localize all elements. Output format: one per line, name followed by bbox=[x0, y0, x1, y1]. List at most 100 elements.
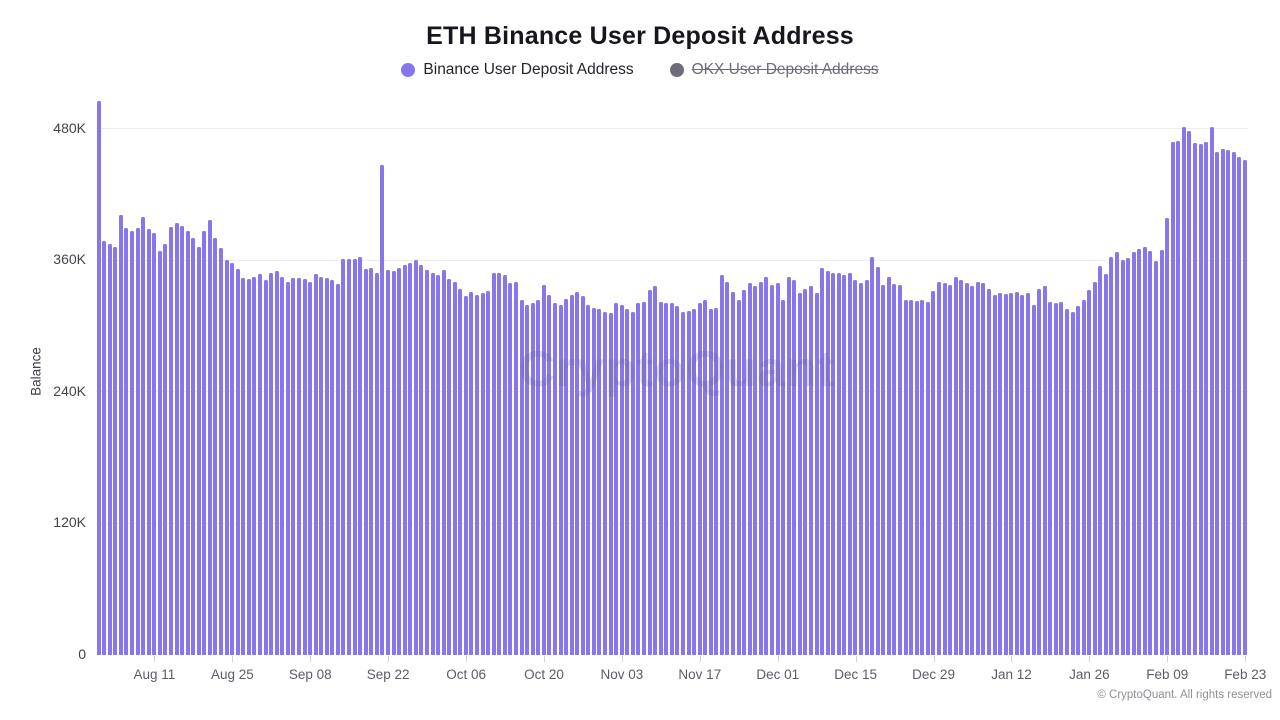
deposit-bar bbox=[1092, 282, 1097, 655]
deposit-bar bbox=[1115, 252, 1120, 655]
deposit-bar bbox=[480, 293, 485, 655]
x-tick-label: Jan 26 bbox=[1069, 667, 1110, 682]
deposit-bar bbox=[987, 288, 992, 655]
x-tick-label: Feb 09 bbox=[1146, 667, 1189, 682]
x-tick-mark bbox=[232, 656, 234, 662]
legend-item-okx[interactable]: OKX User Deposit Address bbox=[669, 61, 879, 79]
deposit-bar bbox=[697, 302, 702, 655]
deposit-bar bbox=[335, 284, 340, 655]
deposit-bar bbox=[792, 279, 797, 655]
deposit-bar bbox=[486, 290, 491, 655]
deposit-bar bbox=[781, 299, 786, 655]
deposit-bar bbox=[1176, 140, 1181, 655]
deposit-bar bbox=[491, 273, 496, 655]
deposit-bar bbox=[820, 267, 825, 655]
deposit-bar bbox=[124, 228, 129, 655]
deposit-bar bbox=[925, 301, 930, 655]
deposit-bar bbox=[875, 266, 880, 655]
deposit-bar bbox=[202, 230, 207, 655]
deposit-bar bbox=[380, 164, 385, 655]
gridline-480K bbox=[96, 128, 1248, 129]
deposit-bar bbox=[174, 222, 179, 655]
deposit-bar bbox=[897, 285, 902, 655]
x-tick-mark bbox=[1245, 656, 1247, 662]
deposit-bar bbox=[797, 293, 802, 655]
x-tick-mark bbox=[621, 656, 623, 662]
deposit-bar bbox=[603, 311, 608, 655]
deposit-bar bbox=[424, 270, 429, 655]
deposit-bar bbox=[369, 267, 374, 655]
x-tick-label: Dec 29 bbox=[912, 667, 955, 682]
deposit-bar bbox=[864, 279, 869, 655]
deposit-bar bbox=[319, 276, 324, 655]
deposit-bar bbox=[547, 295, 552, 655]
deposit-bar bbox=[636, 302, 641, 655]
deposit-bar bbox=[168, 227, 173, 655]
deposit-bar bbox=[363, 268, 368, 655]
x-tick-mark bbox=[544, 656, 545, 662]
deposit-bar bbox=[970, 286, 975, 655]
okx-series-label: OKX User Deposit Address bbox=[691, 61, 879, 78]
deposit-bar bbox=[1031, 305, 1036, 655]
deposit-bar bbox=[552, 302, 557, 655]
deposit-bar bbox=[157, 251, 162, 655]
deposit-bar bbox=[1109, 256, 1114, 655]
deposit-bar bbox=[619, 305, 624, 655]
deposit-bar bbox=[1014, 291, 1019, 655]
deposit-bar bbox=[664, 302, 669, 655]
deposit-bar bbox=[358, 256, 363, 655]
deposit-bar bbox=[1226, 150, 1231, 655]
deposit-bar bbox=[881, 285, 886, 655]
deposit-bar bbox=[296, 277, 301, 655]
x-tick-mark bbox=[933, 656, 935, 662]
deposit-bar bbox=[998, 293, 1003, 655]
deposit-bar bbox=[614, 302, 619, 655]
deposit-bar bbox=[764, 276, 769, 655]
deposit-bar bbox=[513, 282, 518, 655]
x-tick-mark bbox=[855, 656, 857, 662]
deposit-bar bbox=[102, 241, 107, 655]
deposit-bar bbox=[1148, 251, 1153, 655]
deposit-bar bbox=[96, 101, 101, 655]
x-tick-label: Oct 20 bbox=[524, 667, 564, 682]
deposit-bar bbox=[1070, 311, 1075, 655]
deposit-bar bbox=[1126, 257, 1131, 655]
deposit-bar bbox=[1142, 246, 1147, 655]
x-tick-mark bbox=[154, 656, 156, 662]
deposit-bar bbox=[981, 283, 986, 655]
deposit-bar bbox=[447, 278, 452, 655]
deposit-bar bbox=[191, 238, 196, 655]
deposit-bar bbox=[1081, 299, 1086, 655]
deposit-bar bbox=[1181, 127, 1186, 655]
x-tick-label: Oct 06 bbox=[446, 667, 486, 682]
deposit-bar bbox=[1231, 151, 1236, 655]
deposit-bar bbox=[135, 228, 140, 655]
deposit-bar bbox=[692, 309, 697, 655]
deposit-bar bbox=[769, 285, 774, 655]
deposit-bar bbox=[1237, 157, 1242, 655]
deposit-bar bbox=[964, 283, 969, 655]
x-tick-label: Nov 17 bbox=[678, 667, 722, 682]
deposit-bar bbox=[230, 263, 235, 655]
deposit-bar bbox=[385, 270, 390, 655]
x-tick-label: Feb 23 bbox=[1224, 667, 1267, 682]
deposit-bar bbox=[519, 299, 524, 655]
deposit-bar bbox=[413, 260, 418, 655]
deposit-bar bbox=[302, 278, 307, 655]
deposit-bar bbox=[886, 276, 891, 655]
x-tick-label: Sep 22 bbox=[366, 667, 410, 682]
x-tick-mark bbox=[310, 656, 312, 662]
deposit-bar bbox=[975, 282, 980, 655]
deposit-bar bbox=[391, 271, 396, 655]
deposit-bar bbox=[1025, 293, 1030, 655]
deposit-bar bbox=[992, 295, 997, 655]
deposit-bar bbox=[1209, 127, 1214, 655]
deposit-bar bbox=[558, 305, 563, 655]
legend-item-binance[interactable]: Binance User Deposit Address bbox=[401, 61, 634, 79]
deposit-bar bbox=[185, 230, 190, 655]
deposit-bar bbox=[129, 230, 134, 655]
deposit-bar bbox=[224, 260, 229, 655]
deposit-bar bbox=[825, 271, 830, 655]
deposit-bar bbox=[948, 285, 953, 655]
deposit-bar bbox=[152, 232, 157, 655]
